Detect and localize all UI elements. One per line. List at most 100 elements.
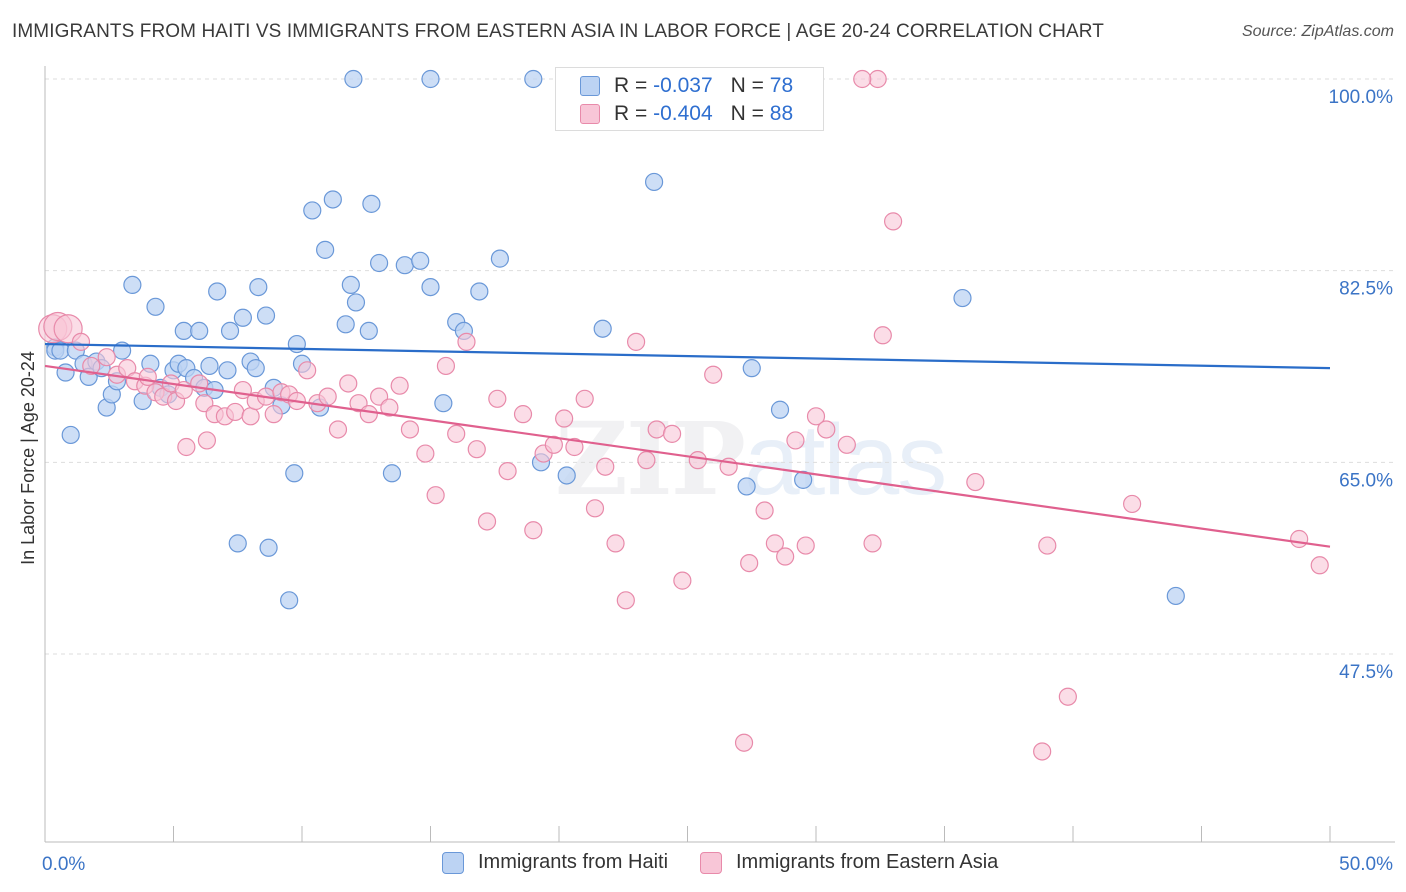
haiti-point: [359, 321, 378, 341]
asia-point: [647, 420, 666, 439]
legend-r-label: R =: [614, 102, 648, 125]
watermark: ZIPatlas: [555, 400, 947, 518]
haiti-trend-line: [44, 342, 1331, 370]
asia-point: [1310, 556, 1329, 575]
haiti-point: [344, 69, 363, 89]
legend-row-haiti: R = -0.037 N = 78: [580, 73, 793, 99]
haiti-point: [323, 190, 342, 209]
source-label: Source: ZipAtlas.com: [1241, 23, 1394, 40]
tick-labels: 100.0% 82.5% 65.0% 47.5% 0.0% 50.0%: [42, 87, 1393, 875]
haiti-point: [200, 356, 219, 376]
asia-point: [513, 405, 533, 424]
x-tick-label: 0.0%: [42, 854, 85, 875]
asia-point: [1038, 536, 1057, 555]
asia-point: [786, 431, 805, 450]
asia-point: [616, 591, 635, 610]
haiti-point: [249, 277, 268, 297]
y-tick-label: 65.0%: [1339, 470, 1393, 491]
haiti-point: [1166, 586, 1185, 606]
haiti-point: [421, 277, 440, 297]
haiti-point: [395, 256, 414, 275]
asia-point: [966, 472, 985, 492]
asia-point: [873, 326, 892, 345]
haiti-point: [303, 201, 322, 220]
watermark-atlas: atlas: [743, 404, 947, 516]
asia-point: [1123, 494, 1142, 514]
asia-trend-line: [44, 364, 1331, 548]
haiti-point: [382, 464, 402, 483]
asia-point: [755, 501, 774, 520]
asia-point: [740, 553, 759, 573]
legend-swatch-asia: [580, 104, 600, 124]
haiti-point: [490, 249, 509, 268]
haiti-point: [411, 251, 430, 270]
asia-point: [82, 356, 101, 376]
haiti-point: [794, 470, 813, 489]
series-legend-asia: Immigrants from Eastern Asia: [700, 851, 998, 874]
series-swatch-asia: [700, 851, 722, 874]
asia-point: [447, 424, 466, 443]
legend-n-value-asia: 88: [769, 102, 794, 125]
haiti-point: [208, 282, 227, 301]
haiti-point: [123, 275, 142, 295]
asia-point: [1290, 529, 1309, 549]
asia-point: [138, 367, 157, 387]
y-axis-label: In Labor Force | Age 20-24: [18, 351, 38, 565]
haiti-point: [742, 359, 761, 378]
asia-point: [71, 332, 91, 351]
asia-point: [1058, 687, 1077, 706]
asia-point: [524, 521, 543, 540]
x-tick-label: 50.0%: [1339, 854, 1393, 875]
haiti-point: [421, 69, 440, 89]
haiti-point: [259, 538, 278, 557]
haiti-point: [280, 591, 299, 610]
haiti-point: [341, 275, 360, 295]
asia-point: [776, 547, 795, 566]
haiti-point: [233, 308, 252, 327]
asia-point: [498, 461, 517, 481]
haiti-point: [174, 321, 193, 341]
haiti-point: [316, 240, 335, 259]
y-tick-label: 100.0%: [1329, 87, 1394, 108]
asia-point: [477, 512, 497, 531]
haiti-point: [220, 321, 240, 341]
axes: [44, 66, 1395, 843]
asia-point: [467, 440, 486, 459]
asia-point: [796, 536, 815, 555]
asia-point: [853, 69, 872, 89]
asia-point: [1033, 742, 1052, 761]
asia-point: [97, 348, 116, 367]
asia-point: [339, 374, 358, 393]
asia-point: [328, 420, 348, 439]
haiti-point: [218, 361, 237, 380]
haiti-point: [953, 288, 972, 308]
asia-point: [585, 499, 605, 518]
haiti-point: [61, 425, 80, 445]
asia-point: [734, 733, 754, 752]
series-legend-label-asia: Immigrants from Eastern Asia: [736, 851, 999, 873]
haiti-point: [256, 306, 276, 325]
asia-point: [359, 405, 378, 424]
haiti-point: [336, 315, 355, 334]
chart-title: IMMIGRANTS FROM HAITI VS IMMIGRANTS FROM…: [12, 21, 1104, 42]
haiti-point: [470, 282, 489, 301]
asia-point: [662, 424, 682, 443]
asia-point: [177, 437, 196, 457]
asia-point: [765, 534, 784, 553]
asia-point: [575, 389, 594, 408]
haiti-point: [644, 172, 664, 192]
legend-r-label: R =: [614, 74, 648, 97]
y-tick-label: 82.5%: [1339, 279, 1393, 300]
haiti-point: [190, 321, 209, 341]
asia-point: [457, 332, 476, 351]
series-swatch-haiti: [442, 851, 464, 874]
legend-row-asia: R = -0.404 N = 88: [580, 101, 793, 127]
legend-n-value-haiti: 78: [769, 74, 794, 97]
series-legend: Immigrants from Haiti Immigrants from Ea…: [0, 851, 1406, 877]
asia-point: [688, 451, 707, 470]
asia-point: [626, 332, 646, 351]
haiti-point: [146, 297, 165, 316]
asia-point: [863, 534, 882, 553]
haiti-point: [770, 400, 790, 419]
